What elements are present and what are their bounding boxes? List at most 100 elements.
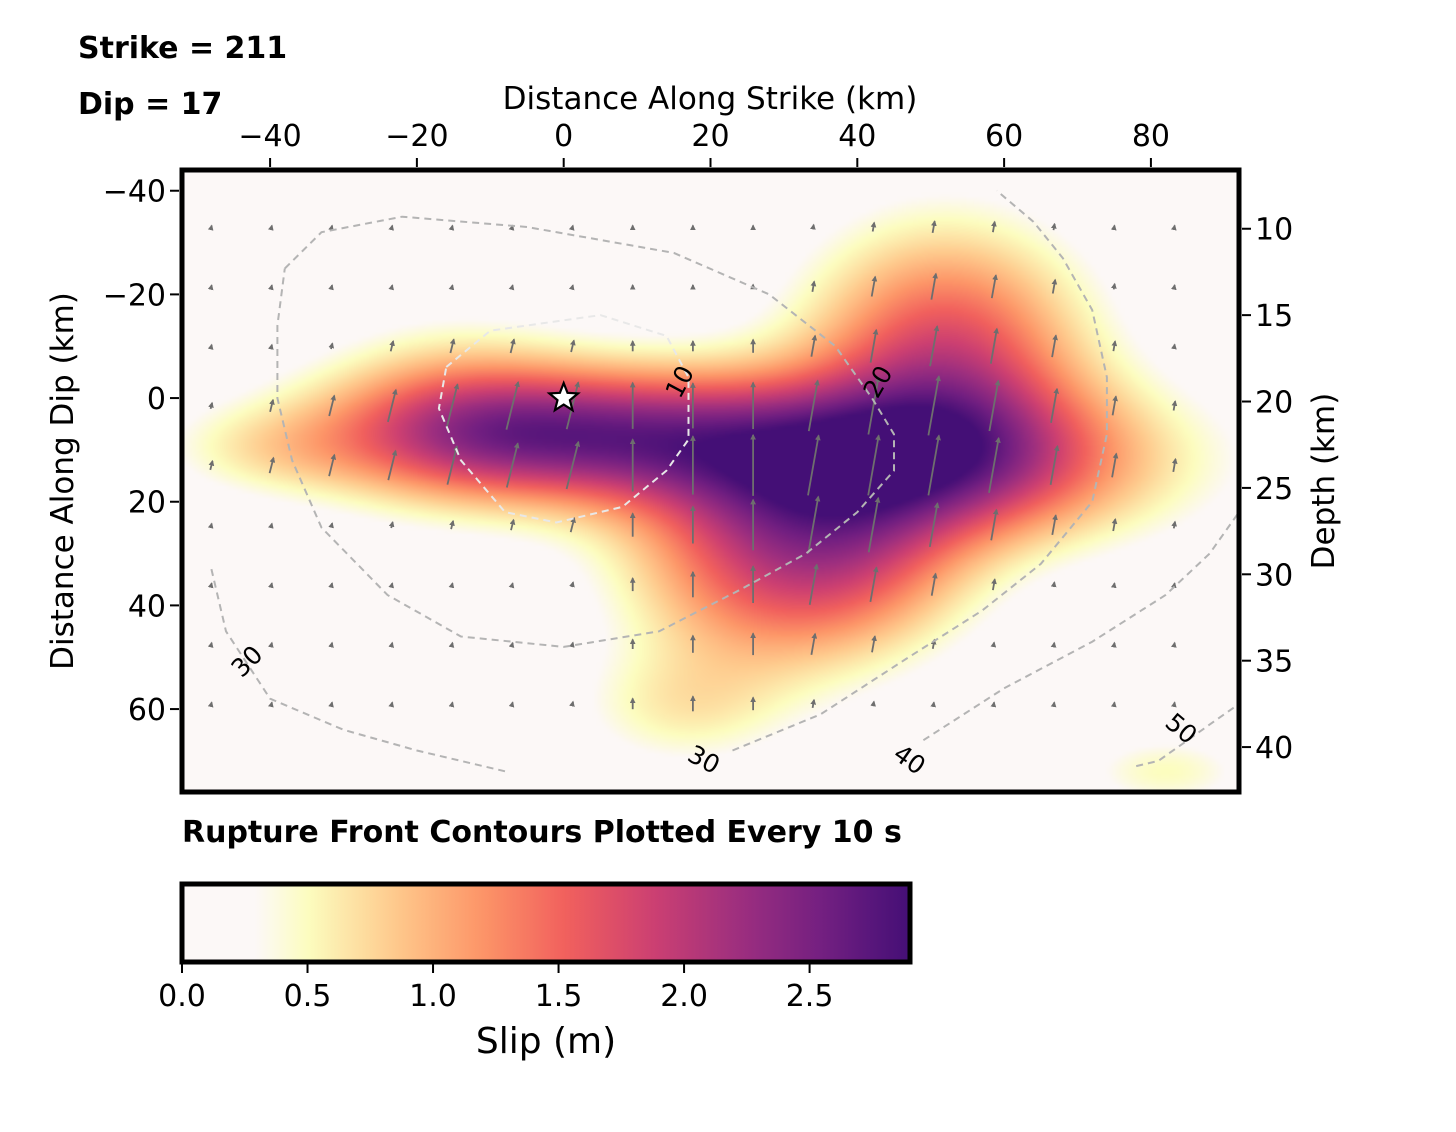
- y-axis-ticks: −40 −20 0 20 40 60: [103, 175, 179, 728]
- rake-arrow: [1111, 452, 1119, 478]
- x-tick-label: 20: [691, 119, 729, 154]
- rake-arrow: [1110, 224, 1117, 231]
- y-tick-label: −20: [103, 278, 166, 313]
- rake-arrow: [1050, 641, 1057, 648]
- rake-arrow: [990, 641, 997, 648]
- rake-arrow: [448, 582, 455, 589]
- rake-arrow: [927, 434, 941, 496]
- rake-arrow: [1170, 701, 1177, 708]
- rake-arrow: [1170, 582, 1177, 589]
- rake-arrow: [1111, 282, 1117, 290]
- rake-arrow: [328, 453, 337, 477]
- rake-arrow: [569, 700, 575, 707]
- rake-arrow: [927, 375, 941, 436]
- colorbar-ticks: 0.0 0.5 1.0 1.5 2.0 2.5: [158, 964, 833, 1014]
- rake-arrow: [990, 508, 999, 541]
- rake-arrow: [1170, 283, 1177, 291]
- rake-arrow: [807, 495, 821, 554]
- dip-annotation: Dip = 17: [78, 87, 222, 122]
- rake-arrow: [448, 701, 455, 708]
- rake-arrow: [1051, 278, 1058, 294]
- y-tick-label: −40: [103, 175, 166, 210]
- rake-arrow: [565, 440, 581, 490]
- rake-arrow: [1170, 641, 1177, 648]
- rake-arrow: [268, 343, 274, 350]
- rake-arrow: [1171, 520, 1178, 529]
- contour-30: [210, 568, 506, 773]
- rake-arrow: [268, 522, 274, 529]
- x-tick-label: −40: [238, 119, 301, 154]
- rake-arrow: [505, 442, 520, 488]
- rake-arrow: [448, 641, 455, 648]
- rake-arrow: [1051, 334, 1058, 358]
- rake-arrow: [328, 284, 334, 291]
- contour-20: [276, 215, 895, 648]
- rake-arrow: [387, 449, 398, 481]
- rake-arrow: [1111, 517, 1118, 532]
- rake-arrow: [1049, 444, 1060, 485]
- rake-arrow: [568, 224, 575, 231]
- depth-tick-label: 20: [1255, 386, 1293, 421]
- rake-arrow: [930, 701, 936, 708]
- y-tick-label: 60: [128, 693, 166, 728]
- y-tick-label: 20: [128, 486, 166, 521]
- rake-arrow: [810, 632, 818, 655]
- rake-arrow: [871, 635, 877, 653]
- rake-arrow: [569, 641, 575, 648]
- rake-arrow: [268, 224, 274, 231]
- x-axis-label: Distance Along Strike (km): [503, 81, 918, 117]
- depth-tick-label: 25: [1255, 472, 1293, 507]
- rake-arrow: [448, 224, 455, 231]
- colorbar-tick-label: 1.0: [409, 979, 457, 1014]
- rake-arrow: [867, 434, 881, 496]
- rake-arrow: [807, 434, 821, 496]
- rake-arrow: [931, 220, 937, 234]
- rake-arrow: [1050, 581, 1057, 588]
- rake-arrow: [1050, 701, 1057, 708]
- rake-arrow: [988, 436, 1001, 494]
- rake-arrow: [207, 284, 214, 291]
- hypocenter-star: [546, 380, 581, 413]
- rake-arrow: [509, 338, 516, 354]
- rake-arrow: [388, 582, 395, 589]
- rake-arrow: [1171, 457, 1178, 473]
- rake-arrows: [207, 220, 1178, 712]
- y-axis-label: Distance Along Dip (km): [45, 292, 81, 670]
- rake-arrow: [810, 334, 818, 357]
- rake-arrow: [446, 445, 459, 485]
- depth-tick-label: 30: [1255, 558, 1293, 593]
- rake-arrow: [449, 519, 455, 530]
- depth-axis-ticks: 10 15 20 25 30 35 40: [1242, 213, 1293, 766]
- rake-arrow: [268, 456, 276, 474]
- rake-arrow: [508, 701, 515, 708]
- x-tick-label: −20: [385, 119, 448, 154]
- rake-arrow: [388, 641, 395, 648]
- rake-arrow: [1110, 641, 1117, 648]
- colorbar-tick-label: 2.5: [786, 979, 834, 1014]
- y-tick-label: 40: [128, 589, 166, 624]
- slip-image: [182, 170, 1239, 792]
- rake-arrow: [867, 496, 881, 553]
- rake-arrow: [505, 380, 520, 430]
- rake-arrow: [508, 641, 515, 649]
- rake-arrow: [508, 582, 515, 589]
- colorbar-tick-label: 2.0: [660, 979, 708, 1014]
- contour-30: [732, 189, 1108, 752]
- rake-arrow: [328, 224, 334, 231]
- rake-arrow: [991, 578, 997, 591]
- hypocenter-star-marker: [546, 380, 581, 413]
- rake-arrow: [389, 339, 395, 352]
- colorbar-frame: [179, 881, 913, 965]
- colorbar-label: Slip (m): [476, 1021, 616, 1062]
- x-axis-ticks: −40 −20 0 20 40 60 80: [238, 119, 1170, 167]
- rake-arrow: [388, 520, 395, 529]
- rake-arrow: [810, 223, 816, 230]
- rake-arrow: [928, 502, 940, 548]
- depth-tick-label: 15: [1255, 299, 1293, 334]
- colorbar-tick-label: 1.5: [535, 979, 583, 1014]
- contour-50: [1135, 703, 1239, 768]
- colorbar-tick-label: 0.5: [284, 979, 332, 1014]
- rake-arrow: [930, 572, 938, 596]
